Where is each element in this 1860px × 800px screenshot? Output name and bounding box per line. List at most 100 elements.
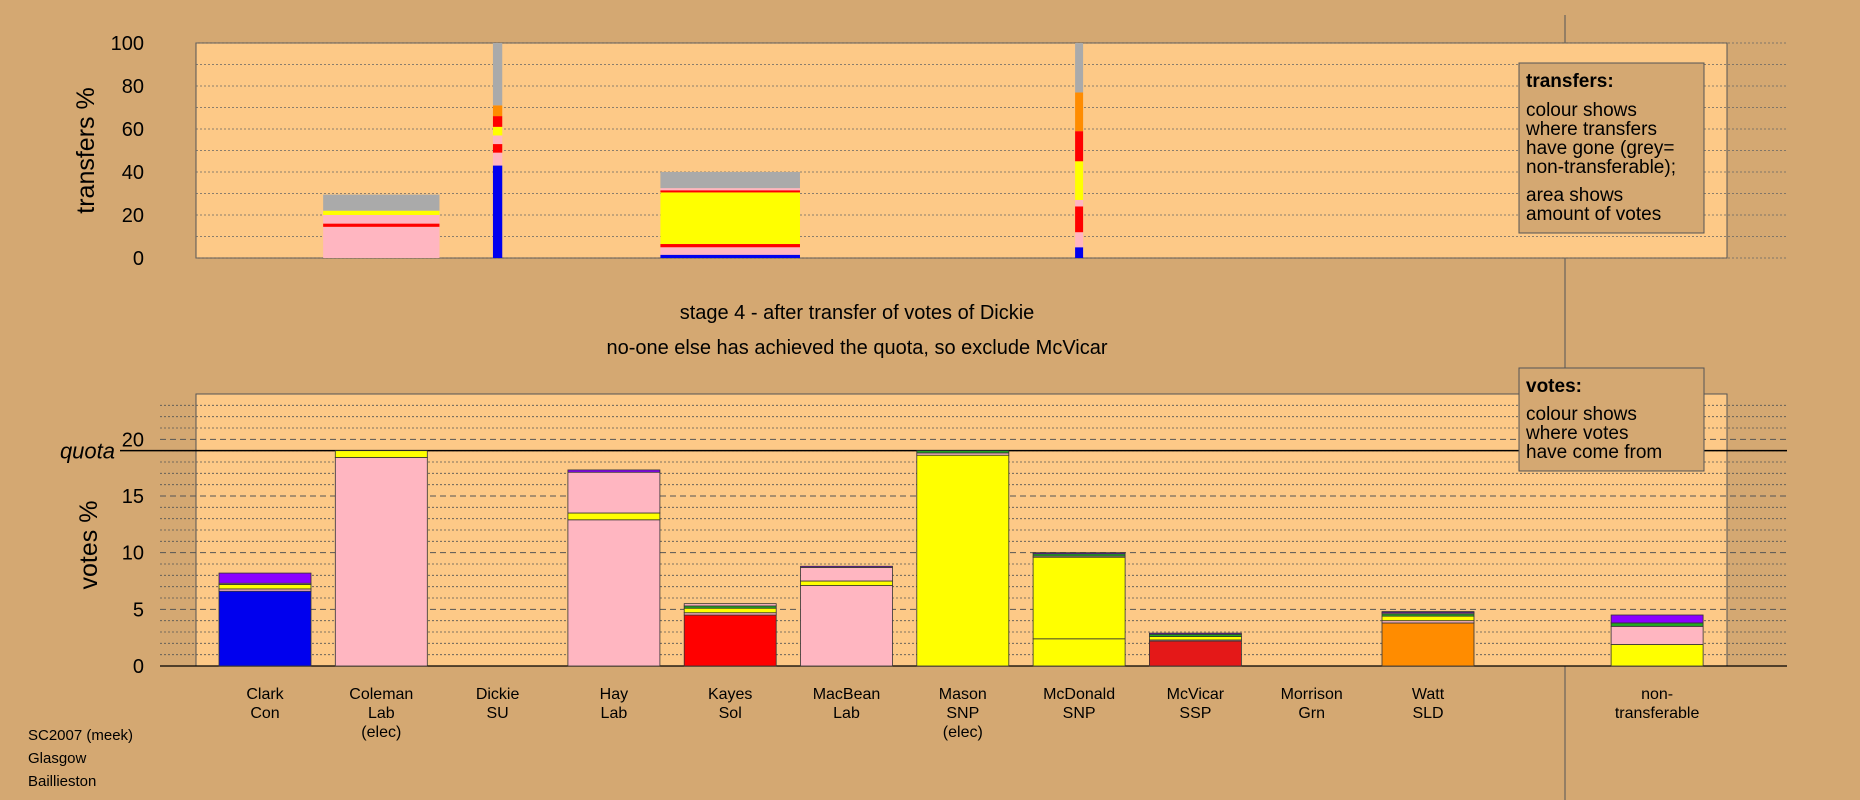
transfer-segment: [323, 223, 440, 227]
votes-y-tick-label: 15: [122, 486, 144, 508]
transfer-segment: [492, 116, 503, 127]
transfer-segment: [1075, 92, 1084, 132]
transfer-segment: [323, 215, 440, 224]
transfer-segment: [323, 194, 440, 211]
votes-legend-line: colour shows: [1526, 404, 1637, 425]
candidate-label: (elec): [361, 724, 401, 741]
candidate-label: Coleman: [349, 686, 413, 703]
transfers-legend-line: non-transferable);: [1526, 157, 1676, 178]
vote-segment: [800, 565, 893, 568]
candidate-label: Hay: [600, 686, 628, 703]
vote-segment: [800, 585, 893, 667]
vote-segment: [683, 603, 777, 607]
transfer-segment: [492, 144, 503, 153]
footer-line: Glasgow: [28, 750, 87, 767]
vote-segment: [1149, 632, 1242, 635]
candidate-label: MacBean: [813, 686, 881, 703]
stage-title: stage 4 - after transfer of votes of Dic…: [680, 302, 1035, 324]
transfer-segment: [323, 226, 440, 258]
vote-segment: [1610, 614, 1704, 624]
vote-segment: [683, 614, 777, 667]
transfers-y-tick-label: 20: [122, 205, 144, 227]
vote-segment: [334, 450, 428, 458]
footer: SC2007 (meek) Glasgow Baillieston: [28, 727, 133, 790]
candidate-label: Sol: [719, 705, 742, 722]
transfer-segment: [660, 190, 800, 193]
footer-line: SC2007 (meek): [28, 727, 133, 744]
candidate-label: Lab: [601, 705, 628, 722]
transfers-y-tick-label: 100: [111, 33, 144, 55]
votes-y-tick-label: 0: [133, 656, 144, 678]
transfer-segment: [660, 244, 800, 248]
transfer-segment: [492, 105, 503, 117]
transfers-y-tick-label: 60: [122, 119, 144, 141]
transfers-legend-line: colour shows: [1526, 100, 1637, 121]
candidate-label: SNP: [1063, 705, 1096, 722]
vote-segment: [1610, 622, 1704, 627]
footer-line: Baillieston: [28, 773, 96, 790]
candidate-label: Mason: [939, 686, 987, 703]
transfers-legend-line: have gone (grey=: [1526, 138, 1674, 159]
transfers-y-tick-label: 40: [122, 162, 144, 184]
transfers-legend-line: amount of votes: [1526, 204, 1661, 225]
vote-segment: [1149, 640, 1242, 667]
votes-legend-line: where votes: [1525, 423, 1628, 444]
votes-y-tick-label: 5: [133, 599, 144, 621]
transfers-y-tick-label: 0: [133, 248, 144, 270]
vote-segment: [800, 567, 893, 582]
votes-y-axis-label: votes %: [75, 501, 103, 590]
candidate-label: (elec): [943, 724, 983, 741]
transfer-segment: [492, 152, 503, 166]
transfer-segment: [492, 165, 503, 258]
vote-segment: [683, 607, 777, 614]
votes-y-tick-label: 20: [122, 429, 144, 451]
transfer-segment: [1075, 232, 1084, 248]
vote-segment: [800, 580, 893, 586]
transfer-segment: [660, 188, 800, 191]
candidate-label: Clark: [246, 686, 284, 703]
transfers-legend-box: [1518, 62, 1705, 234]
transfer-segment: [323, 210, 440, 215]
candidate-label: Grn: [1298, 705, 1325, 722]
vote-segment: [1149, 636, 1242, 641]
candidate-label: Dickie: [476, 686, 520, 703]
transfer-segment: [660, 192, 800, 245]
candidate-label: Con: [250, 705, 279, 722]
vote-segment: [916, 450, 1010, 454]
candidate-label: McVicar: [1167, 686, 1225, 703]
candidate-label: non-: [1641, 686, 1673, 703]
transfer-segment: [1075, 131, 1084, 162]
vote-segment: [567, 471, 661, 514]
vote-segment: [334, 457, 428, 667]
transfer-segment: [1075, 43, 1084, 93]
vote-segment: [218, 590, 312, 667]
transfers-legend-title: transfers:: [1526, 71, 1614, 92]
vote-segment: [916, 454, 1010, 667]
transfer-segment: [1075, 206, 1084, 233]
vote-segment: [1610, 644, 1704, 667]
votes-legend-title: votes:: [1526, 376, 1582, 397]
candidate-label: SSP: [1179, 705, 1211, 722]
vote-segment: [218, 572, 312, 584]
vote-segment: [1032, 638, 1126, 667]
quota-label: quota: [60, 439, 115, 464]
transfer-segment: [660, 247, 800, 255]
transfer-segment: [660, 172, 800, 189]
candidate-label: SLD: [1412, 705, 1443, 722]
transfers-legend: transfers: colour shows where transfers …: [1518, 62, 1705, 234]
vote-segment: [567, 469, 661, 473]
transfers-legend-line: where transfers: [1525, 119, 1657, 140]
votes-chart: quota Clark Con Coleman Lab (elec) Dickie SU Hay…: [60, 393, 1787, 741]
vote-segment: [1381, 615, 1475, 622]
vote-segment: [567, 512, 661, 521]
candidate-label: SU: [486, 705, 508, 722]
transfer-segment: [492, 43, 503, 106]
transfer-segment: [1075, 161, 1084, 200]
candidate-label: Watt: [1412, 686, 1445, 703]
transfer-segment: [660, 254, 800, 258]
transfers-y-axis-label: transfers %: [72, 87, 100, 213]
transfer-segment: [492, 126, 503, 136]
votes-legend-box: [1518, 367, 1705, 472]
transfers-y-tick-label: 80: [122, 76, 144, 98]
